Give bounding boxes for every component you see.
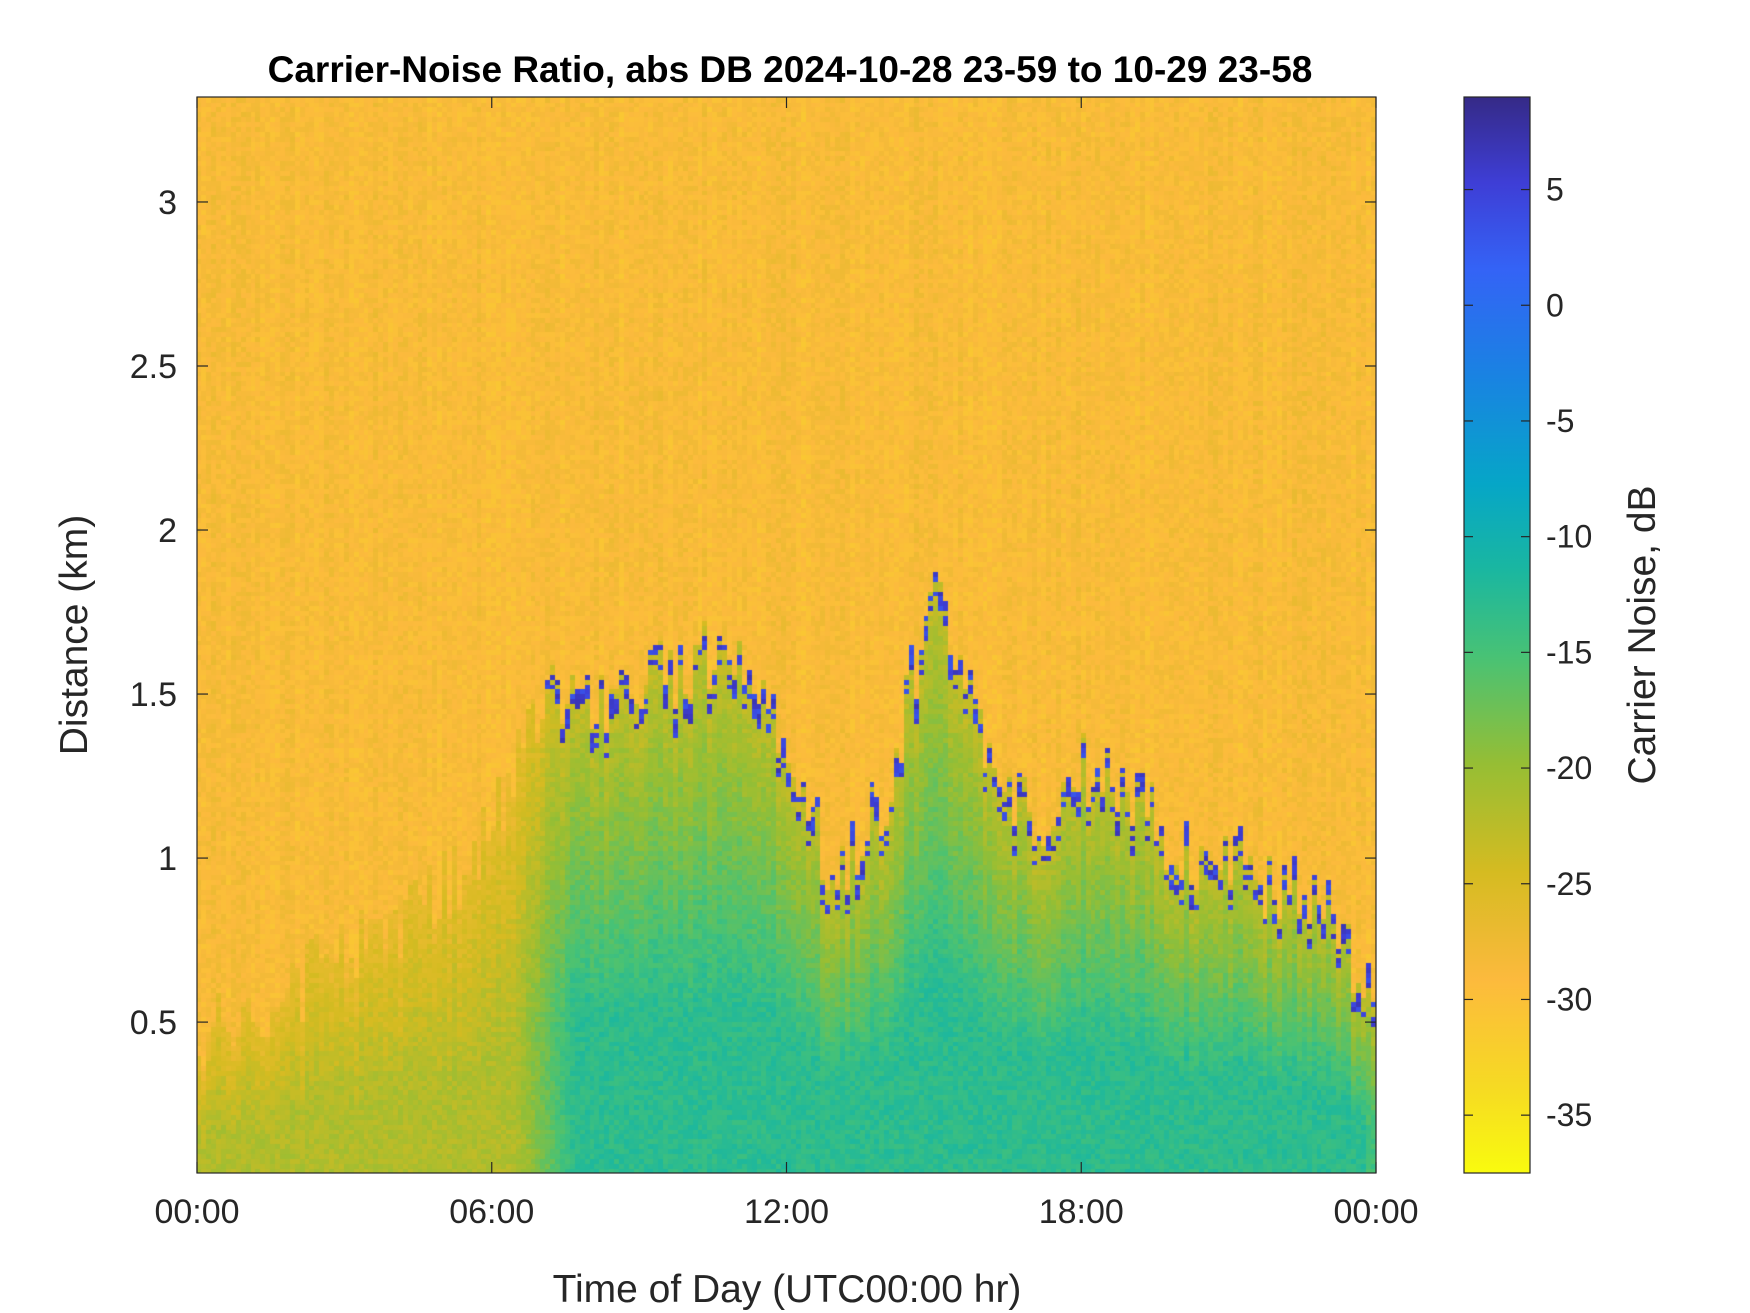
colorbar-tick-label: -10 xyxy=(1546,519,1592,555)
colorbar-tick-label: -20 xyxy=(1546,750,1592,786)
x-axis: 00:00 06:00 12:00 18:00 00:00 xyxy=(154,97,1419,1231)
colorbar-tick-label: -30 xyxy=(1546,981,1592,1017)
y-tick-label: 2.5 xyxy=(130,348,177,386)
y-axis-label: Distance (km) xyxy=(53,515,96,756)
x-tick-label: 00:00 xyxy=(154,1193,239,1231)
chart-title: Carrier-Noise Ratio, abs DB 2024-10-28 2… xyxy=(268,49,1313,90)
colorbar-tick-label: -15 xyxy=(1546,634,1592,670)
y-tick-label: 2 xyxy=(158,512,177,550)
colorbar-gradient xyxy=(1463,96,1531,1174)
colorbar-label: Carrier Noise, dB xyxy=(1621,485,1664,784)
colorbar: 5 0 -5 -10 -15 -20 -25 -30 -35 xyxy=(1463,96,1592,1174)
colorbar-tick-label: -35 xyxy=(1546,1097,1592,1133)
plot-area xyxy=(196,96,1377,1174)
heatmap-canvas xyxy=(197,97,1376,1173)
x-tick-label: 06:00 xyxy=(449,1193,534,1231)
y-axis: 0.5 1 1.5 2 2.5 3 xyxy=(130,184,1376,1042)
x-tick-label: 18:00 xyxy=(1039,1193,1124,1231)
y-tick-label: 3 xyxy=(158,184,177,222)
y-tick-label: 1.5 xyxy=(130,676,177,714)
colorbar-tick-label: 5 xyxy=(1546,172,1564,208)
x-axis-label: Time of Day (UTC00:00 hr) xyxy=(553,1268,1022,1311)
y-tick-label: 1 xyxy=(158,840,177,878)
colorbar-tick-label: -25 xyxy=(1546,866,1592,902)
colorbar-ticks: 5 0 -5 -10 -15 -20 -25 -30 -35 xyxy=(1464,172,1592,1133)
y-tick-label: 0.5 xyxy=(130,1004,177,1042)
colorbar-tick-label: 0 xyxy=(1546,287,1564,323)
x-tick-label: 00:00 xyxy=(1333,1193,1418,1231)
colorbar-tick-label: -5 xyxy=(1546,403,1574,439)
x-tick-label: 12:00 xyxy=(744,1193,829,1231)
